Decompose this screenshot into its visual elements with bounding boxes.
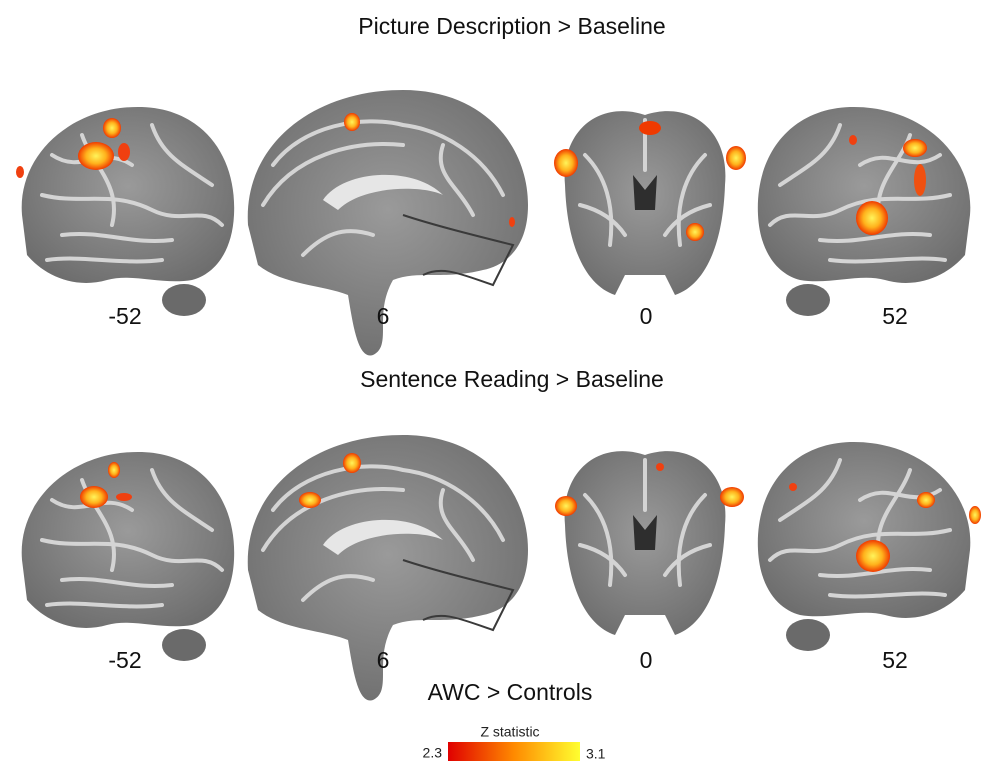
slice-label: -52 bbox=[108, 303, 141, 329]
figure: Picture Description > Baseline -52 6 0 5… bbox=[0, 0, 990, 763]
panel-title: Sentence Reading > Baseline bbox=[360, 366, 664, 392]
slice-label: 6 bbox=[377, 303, 390, 329]
slice-label: 52 bbox=[882, 647, 908, 673]
colorbar-max: 3.1 bbox=[586, 746, 606, 762]
slice-label: 0 bbox=[640, 303, 653, 329]
panel-title: Picture Description > Baseline bbox=[358, 13, 665, 39]
slice-label: 0 bbox=[640, 647, 653, 673]
footer-title: AWC > Controls bbox=[428, 679, 593, 705]
colorbar-min: 2.3 bbox=[423, 745, 443, 761]
slice-label: -52 bbox=[108, 647, 141, 673]
slice-label: 6 bbox=[377, 647, 390, 673]
slice-label: 52 bbox=[882, 303, 908, 329]
colorbar bbox=[448, 742, 580, 761]
colorbar-label: Z statistic bbox=[480, 724, 539, 740]
